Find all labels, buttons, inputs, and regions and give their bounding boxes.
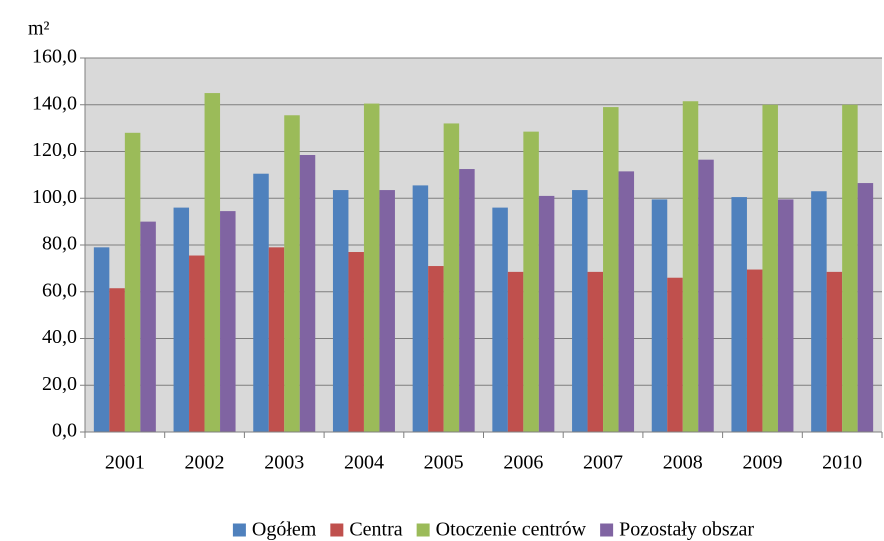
bar: [220, 211, 236, 432]
y-axis-label: m²: [28, 18, 50, 40]
legend-item: Ogółem: [232, 519, 317, 541]
legend-label: Ogółem: [252, 519, 317, 541]
bar: [538, 195, 555, 432]
bar: [603, 107, 619, 433]
legend-label: Otoczenie centrów: [436, 519, 587, 541]
x-tick-label: 2006: [503, 452, 543, 474]
bar: [811, 191, 827, 432]
x-tick-label: 2001: [105, 452, 145, 474]
bar: [268, 247, 285, 432]
legend-label: Pozostały obszar: [619, 519, 754, 541]
legend-swatch: [232, 523, 246, 537]
x-tick-label: 2008: [663, 452, 703, 474]
bar: [651, 199, 668, 432]
bar: [379, 190, 395, 432]
bar: [253, 173, 269, 433]
bar: [842, 104, 858, 432]
bar: [93, 247, 110, 432]
bar: [731, 197, 747, 432]
legend-swatch: [416, 523, 430, 537]
x-tick-label: 2005: [424, 452, 464, 474]
bar: [698, 159, 714, 432]
bar: [826, 271, 843, 432]
legend-label: Centra: [349, 519, 402, 541]
bar: [428, 266, 444, 432]
legend-item: Centra: [330, 519, 403, 541]
bar: [299, 155, 316, 432]
x-tick-label: 2010: [822, 452, 862, 474]
y-tick-label: 120,0: [32, 139, 77, 161]
bar: [363, 103, 380, 433]
bar: [348, 252, 364, 432]
x-tick-label: 2004: [344, 452, 384, 474]
bar: [618, 171, 635, 432]
bar: [777, 199, 794, 432]
bar: [412, 185, 429, 432]
y-tick-label: 140,0: [32, 92, 77, 114]
x-tick-label: 2009: [742, 452, 782, 474]
bar: [173, 207, 190, 432]
x-tick-label: 2003: [264, 452, 304, 474]
x-tick-label: 2007: [583, 452, 623, 474]
bar: [109, 288, 125, 432]
legend-swatch: [330, 523, 344, 537]
y-tick-label: 80,0: [42, 233, 77, 255]
bar: [492, 207, 508, 432]
bar: [189, 255, 205, 432]
bar: [857, 183, 874, 432]
y-tick-label: 60,0: [42, 279, 77, 301]
bar: [746, 269, 763, 432]
bar: [124, 132, 141, 433]
bar: [204, 93, 221, 432]
bar: [443, 123, 460, 432]
y-tick-label: 160,0: [32, 46, 77, 68]
legend-item: Pozostały obszar: [600, 519, 754, 541]
bar: [140, 221, 156, 432]
y-tick-label: 40,0: [42, 326, 77, 348]
bar: [332, 190, 349, 432]
bar: [682, 101, 699, 433]
bar: [572, 190, 588, 432]
y-tick-label: 100,0: [32, 186, 77, 208]
bar: [507, 271, 524, 432]
bar: [284, 115, 300, 433]
bar: [523, 131, 539, 432]
bar: [667, 277, 683, 432]
x-tick-label: 2002: [185, 452, 225, 474]
bar: [762, 104, 778, 432]
legend-swatch: [600, 523, 614, 537]
y-tick-label: 0,0: [52, 420, 77, 442]
y-tick-label: 20,0: [42, 373, 77, 395]
bar: [459, 169, 475, 432]
legend-item: Otoczenie centrów: [416, 519, 587, 541]
bar: [587, 271, 604, 432]
